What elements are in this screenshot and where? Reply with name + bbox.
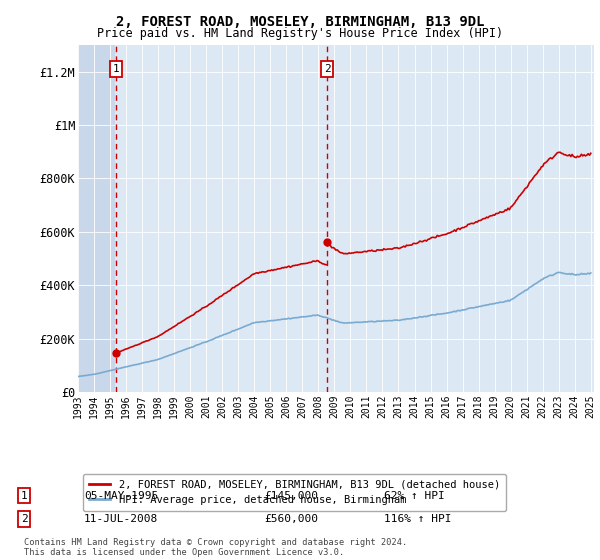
Text: 1: 1 (20, 491, 28, 501)
Text: Contains HM Land Registry data © Crown copyright and database right 2024.
This d: Contains HM Land Registry data © Crown c… (24, 538, 407, 557)
Text: 1: 1 (113, 64, 119, 74)
Text: £560,000: £560,000 (264, 514, 318, 524)
Text: Price paid vs. HM Land Registry's House Price Index (HPI): Price paid vs. HM Land Registry's House … (97, 27, 503, 40)
Text: 116% ↑ HPI: 116% ↑ HPI (384, 514, 452, 524)
Legend: 2, FOREST ROAD, MOSELEY, BIRMINGHAM, B13 9DL (detached house), HPI: Average pric: 2, FOREST ROAD, MOSELEY, BIRMINGHAM, B13… (83, 474, 506, 511)
Text: 2, FOREST ROAD, MOSELEY, BIRMINGHAM, B13 9DL: 2, FOREST ROAD, MOSELEY, BIRMINGHAM, B13… (116, 15, 484, 29)
Text: 05-MAY-1995: 05-MAY-1995 (84, 491, 158, 501)
Text: 62% ↑ HPI: 62% ↑ HPI (384, 491, 445, 501)
Text: 11-JUL-2008: 11-JUL-2008 (84, 514, 158, 524)
Text: 2: 2 (20, 514, 28, 524)
Text: £145,000: £145,000 (264, 491, 318, 501)
Text: 2: 2 (323, 64, 331, 74)
